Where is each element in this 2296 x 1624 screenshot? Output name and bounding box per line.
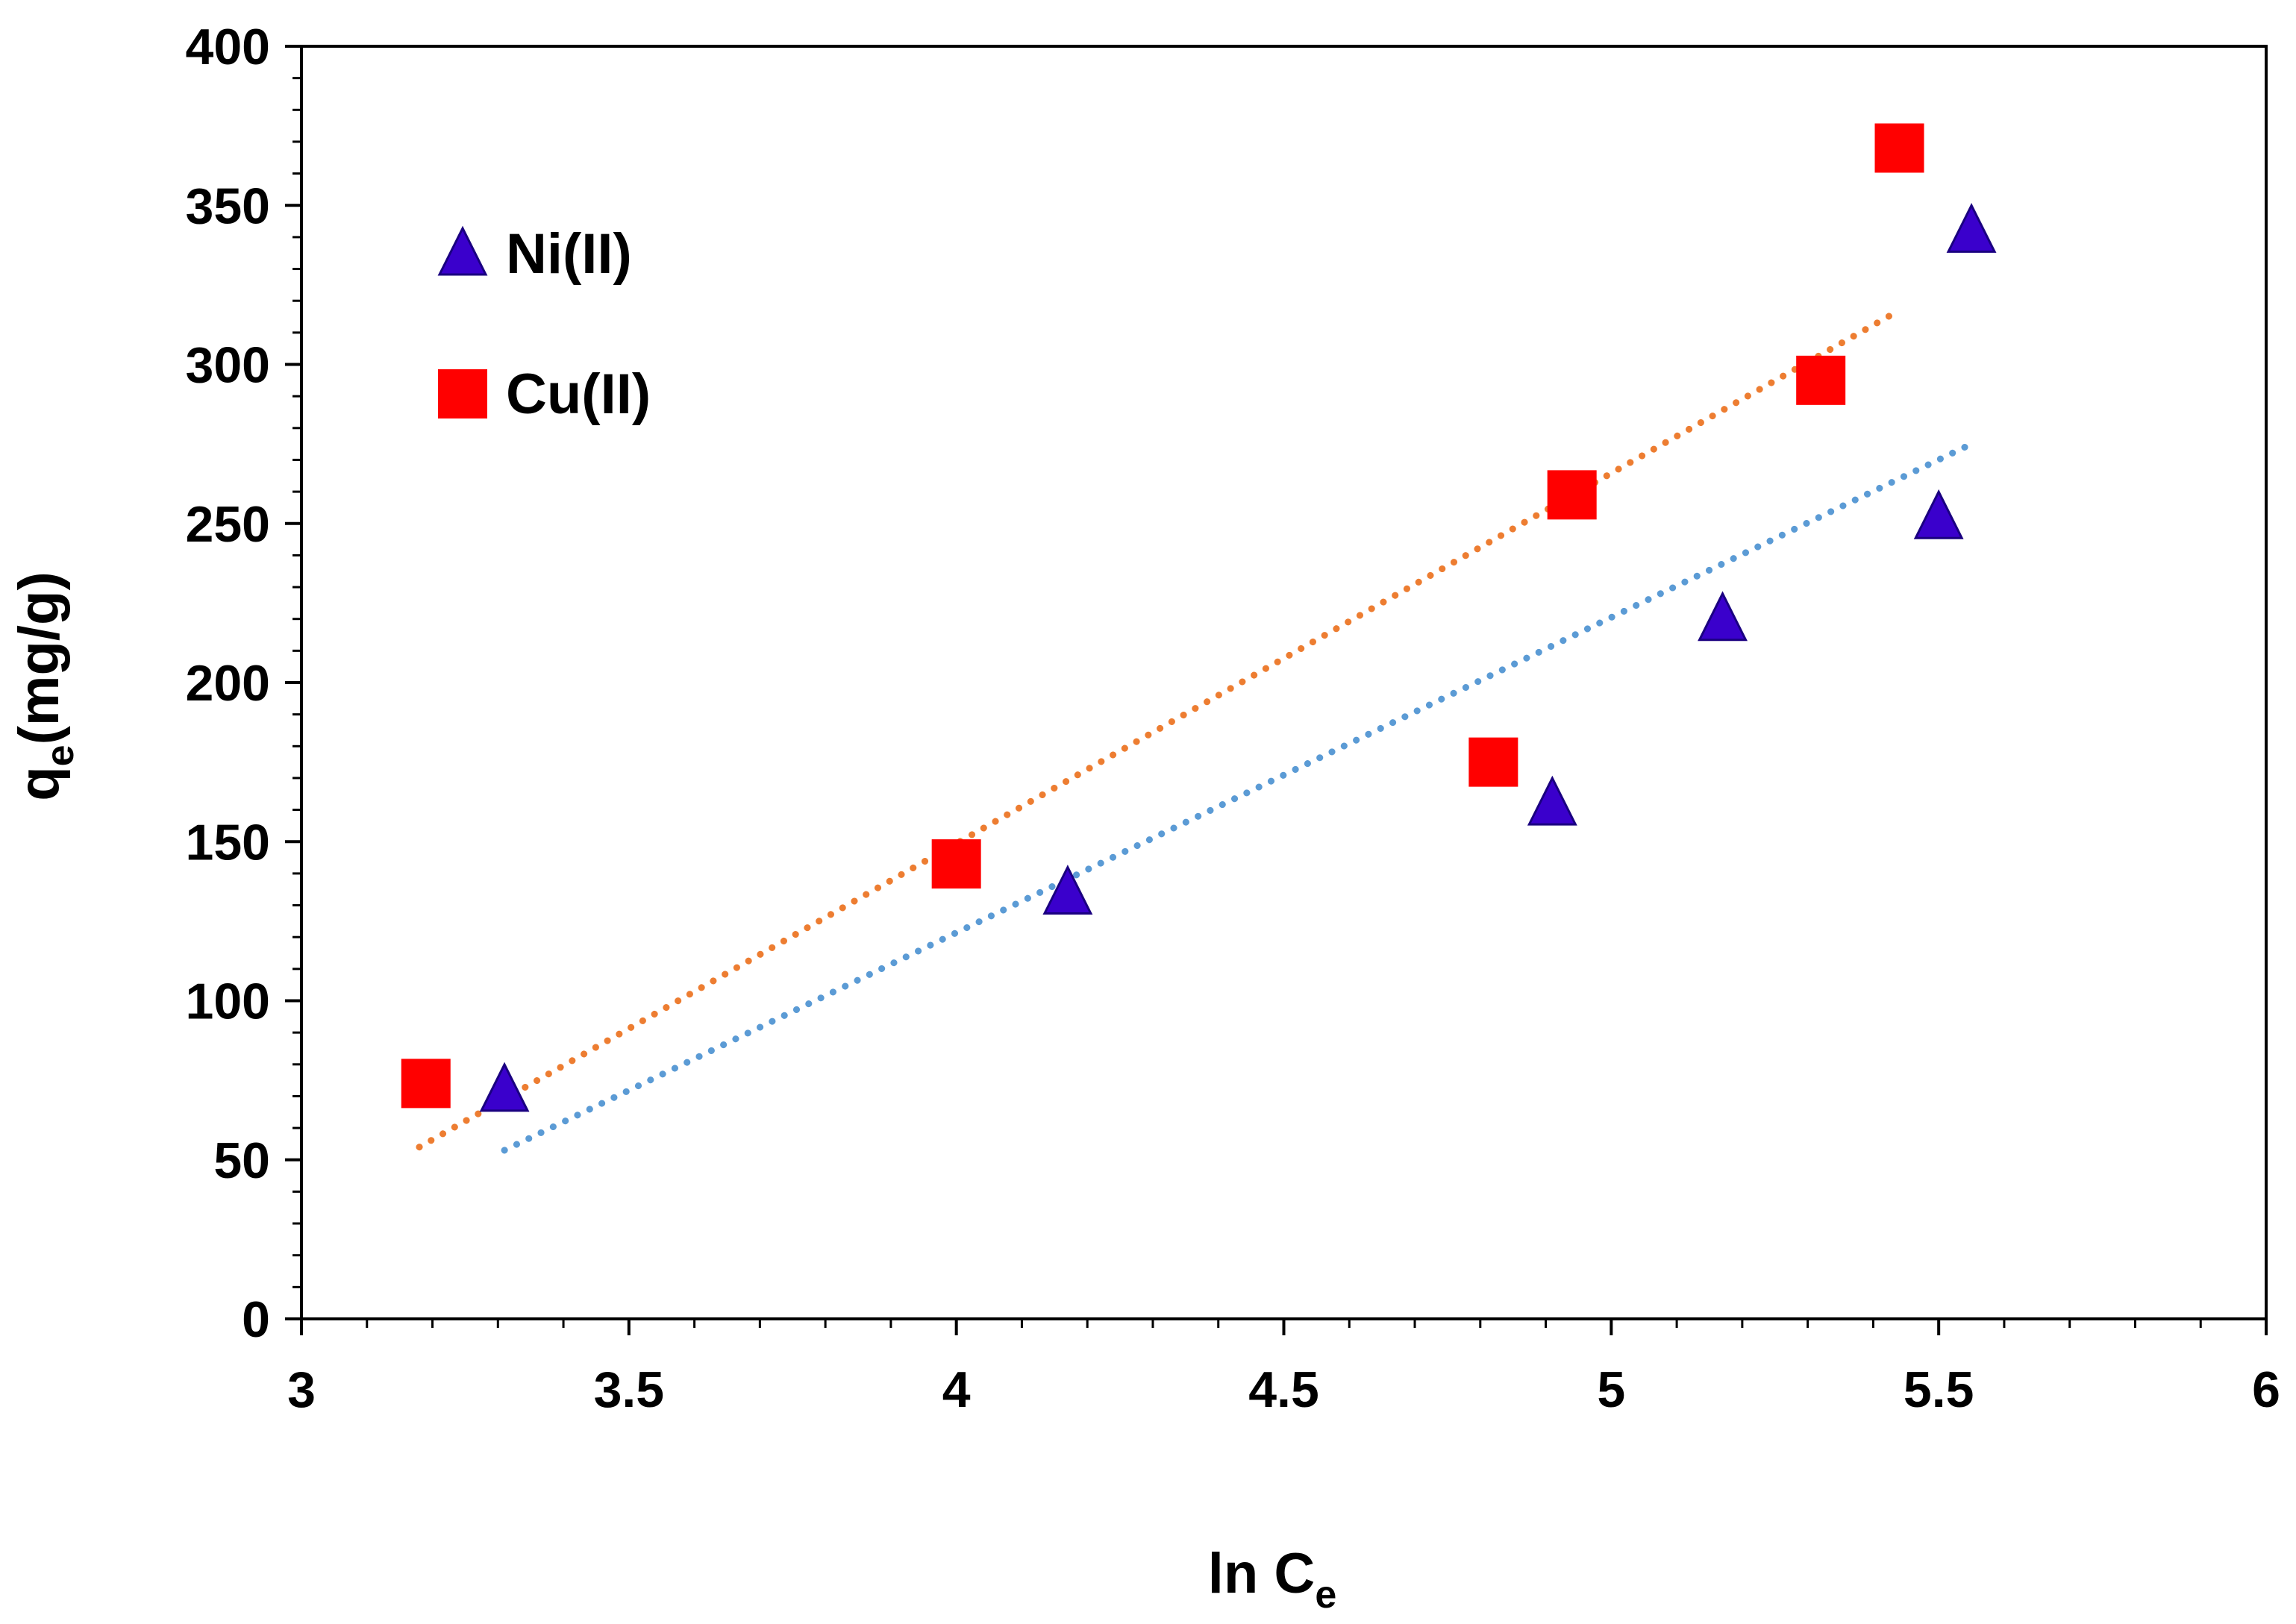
data-points bbox=[401, 123, 1997, 1112]
legend-label: Ni(II) bbox=[506, 222, 632, 286]
point-ni bbox=[479, 1062, 530, 1112]
y-axis: 0 50 100 150 200 250 300 350 400 bbox=[186, 19, 301, 1348]
y-axis-title: qe(mg/g) bbox=[7, 571, 82, 801]
point-ni bbox=[1698, 591, 1748, 642]
x-tick-label: 6 bbox=[2252, 1361, 2280, 1418]
y-axis-title-main: q bbox=[7, 766, 71, 800]
x-tick-label: 3.5 bbox=[594, 1361, 665, 1418]
x-axis-title-sub: e bbox=[1315, 1573, 1336, 1617]
point-cu bbox=[1796, 355, 1846, 405]
legend: Ni(II) Cu(II) bbox=[437, 222, 651, 426]
point-cu bbox=[1468, 737, 1518, 787]
trendline-1 bbox=[416, 307, 1904, 1151]
point-cu bbox=[401, 1059, 451, 1109]
y-tick-label: 300 bbox=[186, 337, 270, 394]
y-tick-label: 250 bbox=[186, 496, 270, 553]
legend-marker-ni bbox=[437, 225, 488, 276]
y-axis-title-rest: (mg/g) bbox=[7, 571, 71, 744]
point-cu bbox=[931, 839, 981, 889]
x-tick-label: 5 bbox=[1597, 1361, 1625, 1418]
point-ni bbox=[1527, 775, 1577, 826]
legend-marker-cu bbox=[438, 369, 487, 418]
point-ni bbox=[1042, 865, 1093, 915]
x-axis-title-main: ln C bbox=[1208, 1542, 1316, 1605]
y-tick-label: 350 bbox=[186, 178, 270, 234]
y-tick-label: 200 bbox=[186, 655, 270, 712]
y-tick-label: 400 bbox=[186, 19, 270, 75]
trendline-0 bbox=[501, 440, 1975, 1154]
x-tick-label: 5.5 bbox=[1904, 1361, 1974, 1418]
x-tick-label: 4 bbox=[942, 1361, 971, 1418]
point-ni bbox=[1913, 489, 1964, 539]
x-tick-label: 4.5 bbox=[1248, 1361, 1319, 1418]
x-axis-title: ln Ce bbox=[1208, 1542, 1336, 1617]
y-tick-label: 50 bbox=[213, 1132, 270, 1189]
y-tick-label: 0 bbox=[242, 1291, 270, 1348]
x-tick-label: 3 bbox=[287, 1361, 316, 1418]
point-ni bbox=[1946, 203, 1997, 253]
point-cu bbox=[1547, 470, 1597, 520]
y-tick-label: 100 bbox=[186, 974, 270, 1030]
legend-label: Cu(II) bbox=[506, 363, 651, 426]
y-tick-label: 150 bbox=[186, 814, 270, 871]
y-axis-title-sub: e bbox=[39, 744, 82, 766]
x-axis: 3 3.5 4 4.5 5 5.5 6 bbox=[287, 1319, 2280, 1418]
point-cu bbox=[1874, 123, 1924, 173]
trendlines bbox=[416, 307, 1975, 1154]
